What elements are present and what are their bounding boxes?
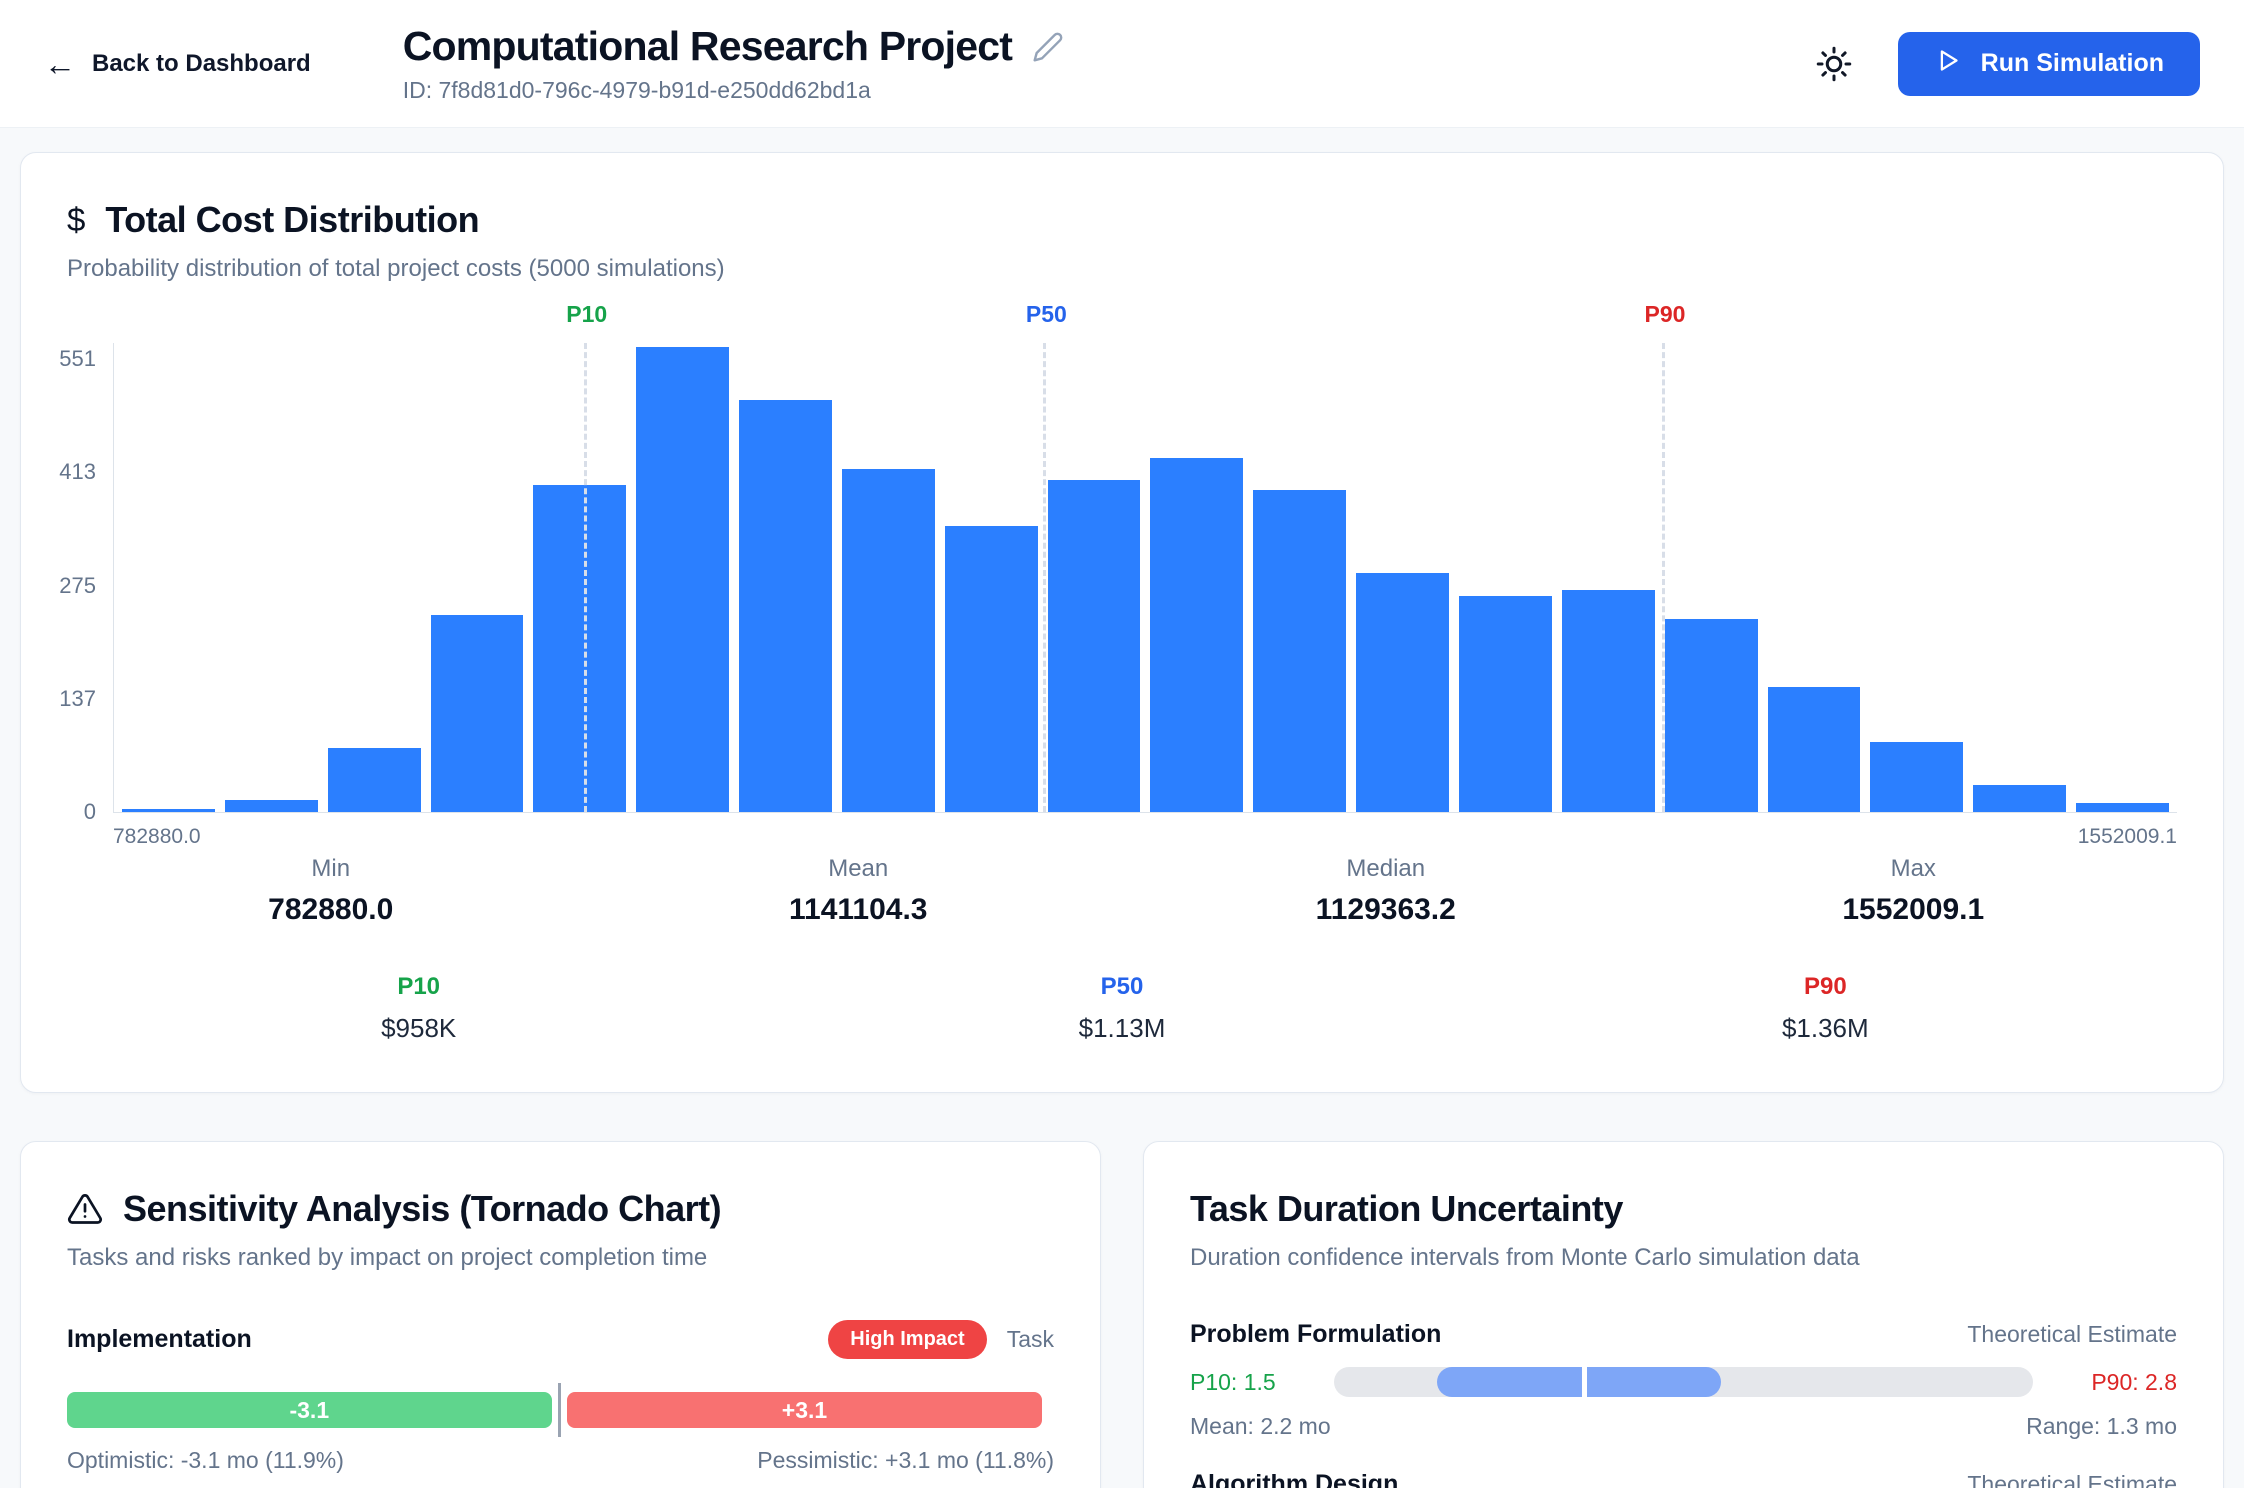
y-axis-tick-label: 137 (59, 686, 96, 712)
run-simulation-button[interactable]: Run Simulation (1897, 31, 2200, 96)
mean-marker (1582, 1367, 1588, 1397)
task-type-label: Task (1006, 1326, 1054, 1352)
back-label: Back to Dashboard (92, 49, 311, 77)
percentile-marker-line-p50: P50 (1026, 301, 1067, 812)
percentile-marker-line-p90: P90 (1645, 301, 1685, 812)
sensitivity-card-title: Sensitivity Analysis (Tornado Chart) (123, 1188, 722, 1229)
estimate-type-label: Theoretical Estimate (1967, 1321, 2177, 1347)
project-id: ID: 7f8d81d0-796c-4979-b91d-e250dd62bd1a (402, 77, 871, 103)
app-header: ← Back to Dashboard Computational Resear… (0, 0, 2244, 128)
percentile-summary-row: P10 $958K P50 $1.13M P90 $1.36M (67, 973, 2177, 1044)
histogram-bar[interactable] (1458, 596, 1552, 812)
histogram-bar[interactable] (224, 799, 318, 812)
play-icon (1934, 47, 1961, 81)
warning-triangle-icon (67, 1191, 103, 1227)
p10-value-label: P10: 1.5 (1190, 1368, 1276, 1395)
histogram-bar[interactable] (1253, 490, 1347, 812)
x-axis-min-label: 782880.0 (113, 825, 201, 848)
task-name: Algorithm Design (1190, 1470, 1399, 1488)
duration-card-title: Task Duration Uncertainty (1190, 1188, 1623, 1229)
histogram-bar[interactable] (636, 347, 730, 812)
tornado-center-divider (557, 1383, 561, 1437)
percentile-p50: P50 $1.13M (1078, 973, 1166, 1043)
histogram-bar[interactable] (122, 808, 215, 812)
histogram-bar[interactable] (1664, 619, 1758, 812)
sensitivity-card-subtitle: Tasks and risks ranked by impact on proj… (67, 1244, 708, 1271)
impact-badge: High Impact (828, 1320, 987, 1359)
optimistic-label: Optimistic: -3.1 mo (11.9%) (67, 1447, 344, 1473)
y-axis-tick-label: 551 (59, 345, 96, 371)
y-axis-tick-label: 275 (59, 572, 96, 598)
page-title: Computational Research Project (402, 23, 1013, 69)
p90-value-label: P90: 2.8 (2091, 1368, 2177, 1395)
stat-min: Min 782880.0 (268, 855, 394, 926)
confidence-track (1334, 1367, 2033, 1397)
tornado-row: Implementation High Impact Task -3.1 +3.… (67, 1320, 1054, 1474)
pessimistic-label: Pessimistic: +3.1 mo (11.8%) (757, 1447, 1054, 1473)
confidence-range-segment[interactable] (1437, 1367, 1722, 1397)
stat-max: Max 1552009.1 (1842, 855, 1985, 926)
histogram-bar[interactable] (430, 614, 524, 812)
run-simulation-label: Run Simulation (1980, 49, 2164, 77)
histogram-bars (122, 343, 2169, 812)
histogram-bar[interactable] (841, 468, 935, 812)
y-axis-tick-label: 0 (83, 799, 96, 824)
tornado-bar-positive[interactable]: +3.1 (566, 1392, 1043, 1428)
task-name: Implementation (67, 1325, 252, 1353)
histogram-bar[interactable] (1356, 573, 1449, 812)
stat-median: Median 1129363.2 (1315, 855, 1456, 926)
range-duration-label: Range: 1.3 mo (2026, 1413, 2177, 1439)
histogram-bar[interactable] (1870, 742, 1964, 812)
histogram-bar[interactable] (1973, 784, 2067, 812)
edit-pencil-icon[interactable] (1032, 31, 1064, 63)
dollar-sign-icon: $ (67, 201, 86, 238)
duration-card-subtitle: Duration confidence intervals from Monte… (1190, 1244, 1860, 1271)
histogram-bar[interactable] (533, 485, 627, 812)
histogram-bar[interactable] (1767, 686, 1861, 812)
percentile-p90: P90 $1.36M (1781, 973, 1869, 1043)
theme-toggle-sun-icon[interactable] (1816, 46, 1852, 82)
cost-card-subtitle: Probability distribution of total projec… (67, 255, 725, 282)
cost-card-title: Total Cost Distribution (105, 199, 480, 240)
duration-row: Problem Formulation Theoretical Estimate… (1190, 1320, 2177, 1440)
x-axis-max-label: 1552009.1 (2077, 825, 2177, 848)
task-name: Problem Formulation (1190, 1320, 1442, 1348)
stat-mean: Mean 1141104.3 (788, 855, 928, 926)
percentile-marker-label: P50 (1025, 301, 1067, 327)
percentile-marker-label: P10 (566, 301, 608, 327)
percentile-p10: P10 $958K (381, 973, 457, 1043)
mean-duration-label: Mean: 2.2 mo (1190, 1413, 1331, 1439)
histogram-bar[interactable] (1150, 458, 1244, 812)
histogram-bar[interactable] (1561, 589, 1655, 812)
back-arrow-icon: ← (44, 45, 76, 82)
estimate-type-label: Theoretical Estimate (1967, 1471, 2177, 1488)
histogram-bar[interactable] (327, 747, 421, 812)
cost-histogram: 0 137 275 413 551 P10 P50 P90 782880.0 1552009… (59, 301, 2177, 849)
percentile-marker-label: P90 (1644, 301, 1686, 327)
task-duration-uncertainty-card: Task Duration Uncertainty Duration confi… (1143, 1141, 2224, 1488)
tornado-bar-negative[interactable]: -3.1 (67, 1392, 552, 1428)
histogram-bar[interactable] (2076, 802, 2169, 812)
y-axis-tick-label: 413 (59, 459, 96, 485)
histogram-bar[interactable] (1047, 479, 1141, 812)
histogram-plot-area: 0 137 275 413 551 P10 P50 P90 (59, 301, 2177, 824)
sensitivity-analysis-card: Sensitivity Analysis (Tornado Chart) Tas… (20, 1141, 1101, 1488)
back-to-dashboard-button[interactable]: ← Back to Dashboard (44, 48, 311, 80)
histogram-bar[interactable] (739, 399, 832, 812)
duration-row: Algorithm Design Theoretical Estimate P1… (1190, 1470, 2177, 1488)
histogram-bar[interactable] (944, 525, 1038, 812)
percentile-marker-line-p10: P10 (566, 301, 607, 812)
project-title-block: Computational Research Project ID: 7f8d8… (403, 23, 1064, 104)
histogram-y-axis: 0 137 275 413 551 (59, 343, 106, 824)
total-cost-distribution-card: $ Total Cost Distribution Probability di… (20, 152, 2224, 1093)
summary-stats-row: Min 782880.0 Mean 1141104.3 Median 11293… (67, 855, 2177, 927)
